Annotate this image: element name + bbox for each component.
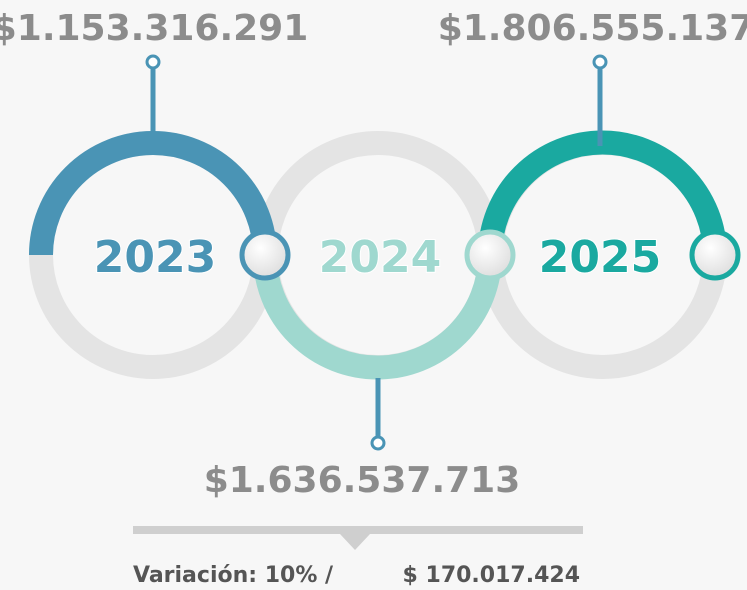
- year: 2024: [319, 232, 441, 283]
- variation-amount: $ 170.017.424: [403, 563, 580, 588]
- amount: $1.636.537.713: [204, 460, 521, 501]
- year: 2023: [94, 232, 216, 283]
- connector-dot: [145, 54, 161, 70]
- amount: $1.806.555.137: [438, 8, 747, 49]
- variation-label: Variación: 10% /: [133, 563, 334, 588]
- amount: $1.153.316.291: [0, 8, 308, 49]
- arc-2024: [253, 254, 502, 380]
- connector-dot: [370, 435, 386, 451]
- divider-pointer: [340, 534, 370, 550]
- connector-dot: [592, 54, 608, 70]
- knob: [464, 229, 516, 281]
- year: 2025: [539, 232, 661, 283]
- knob: [239, 229, 291, 281]
- knob: [689, 229, 741, 281]
- arc-2023: [29, 131, 277, 256]
